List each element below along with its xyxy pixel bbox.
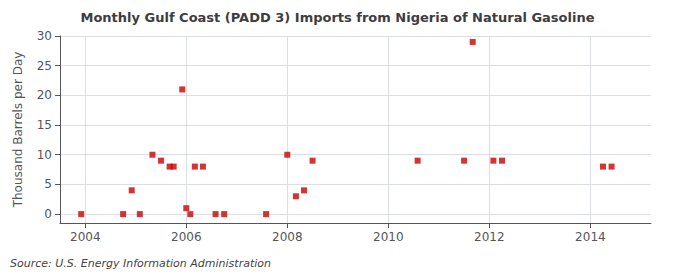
svg-text:10: 10 xyxy=(37,148,52,162)
svg-text:5: 5 xyxy=(44,177,52,191)
svg-text:15: 15 xyxy=(37,118,52,132)
svg-text:2004: 2004 xyxy=(70,230,101,244)
svg-text:2010: 2010 xyxy=(373,230,404,244)
svg-text:2008: 2008 xyxy=(272,230,303,244)
svg-text:2006: 2006 xyxy=(171,230,202,244)
svg-text:20: 20 xyxy=(37,88,52,102)
svg-text:2014: 2014 xyxy=(575,230,606,244)
svg-text:Monthly Gulf Coast (PADD 3) Im: Monthly Gulf Coast (PADD 3) Imports from… xyxy=(81,10,595,25)
svg-text:0: 0 xyxy=(44,207,52,221)
svg-text:25: 25 xyxy=(37,59,52,73)
svg-text:Source: U.S. Energy Informatio: Source: U.S. Energy Information Administ… xyxy=(10,257,271,270)
svg-text:Thousand Barrels per Day: Thousand Barrels per Day xyxy=(11,52,25,209)
svg-text:30: 30 xyxy=(37,29,52,43)
svg-text:2012: 2012 xyxy=(474,230,505,244)
